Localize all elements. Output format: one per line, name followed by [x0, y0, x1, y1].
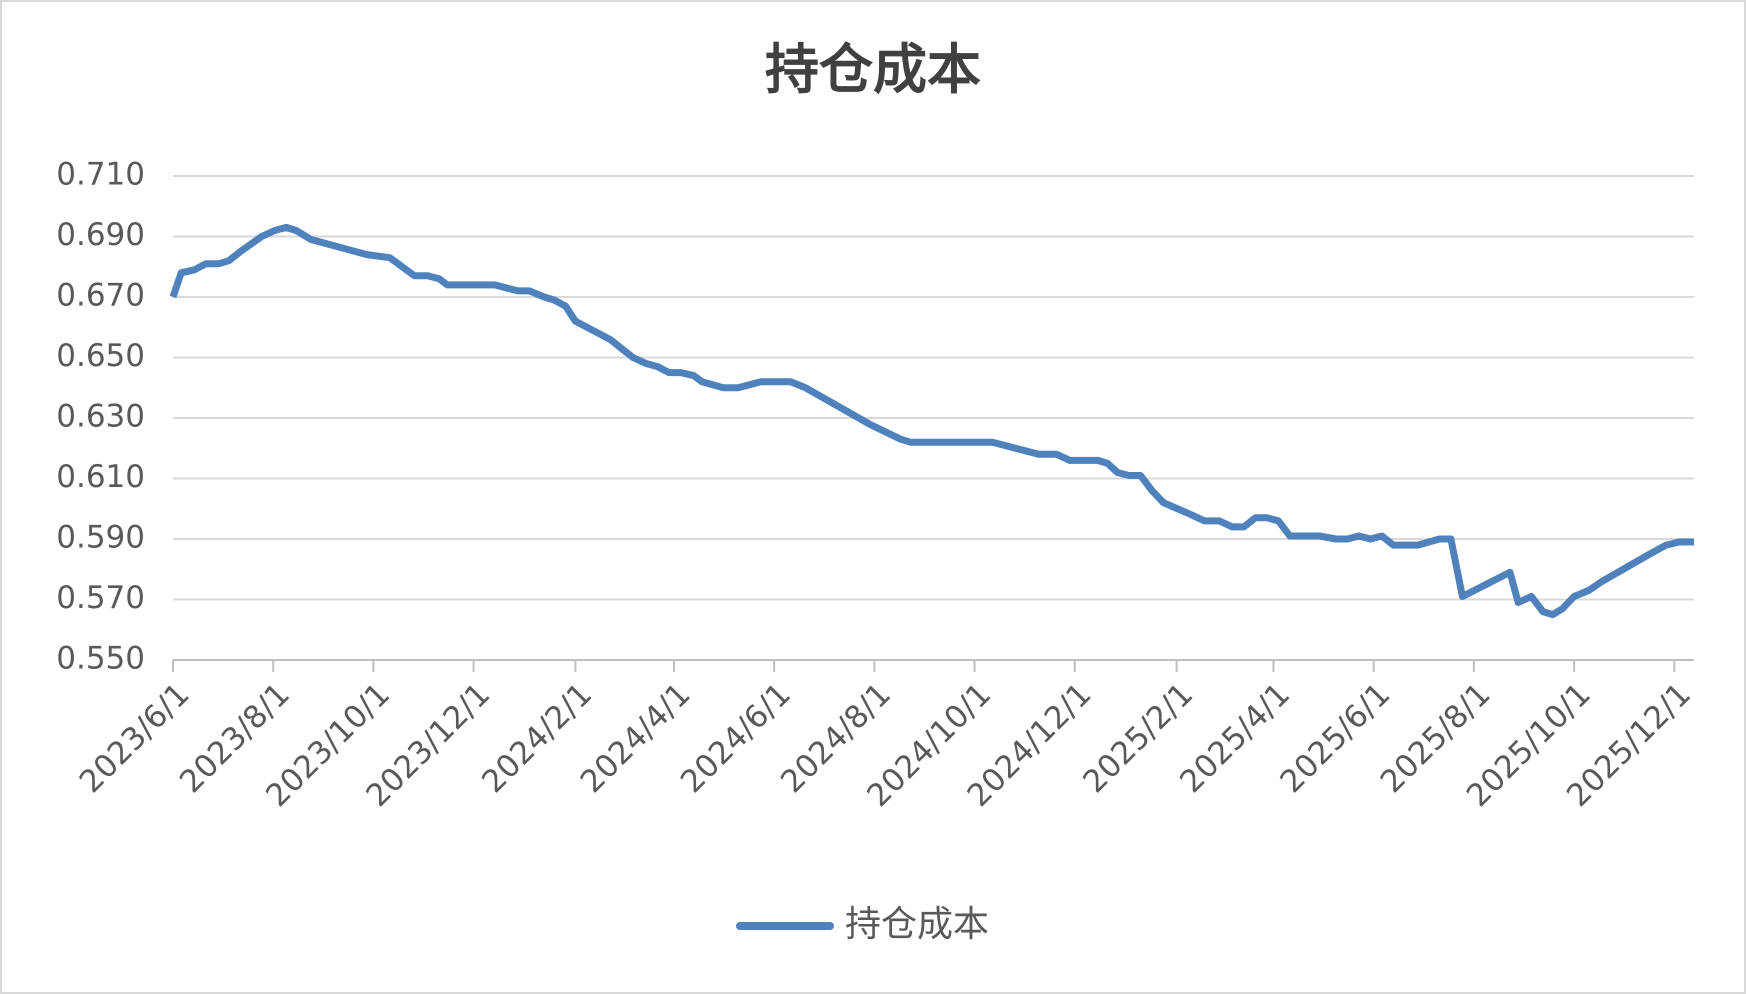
y-tick-label: 0.550 [56, 641, 145, 677]
y-tick-label: 0.630 [56, 399, 145, 435]
y-tick-label: 0.670 [56, 278, 145, 314]
y-tick-label: 0.710 [56, 157, 145, 193]
y-tick-label: 0.650 [56, 338, 145, 374]
legend-label: 持仓成本 [845, 904, 989, 945]
y-tick-label: 0.690 [56, 217, 145, 253]
chart-title: 持仓成本 [765, 37, 981, 101]
y-tick-label: 0.570 [56, 580, 145, 616]
y-tick-label: 0.610 [56, 459, 145, 495]
y-tick-label: 0.590 [56, 520, 145, 556]
data-line [169, 223, 1694, 619]
